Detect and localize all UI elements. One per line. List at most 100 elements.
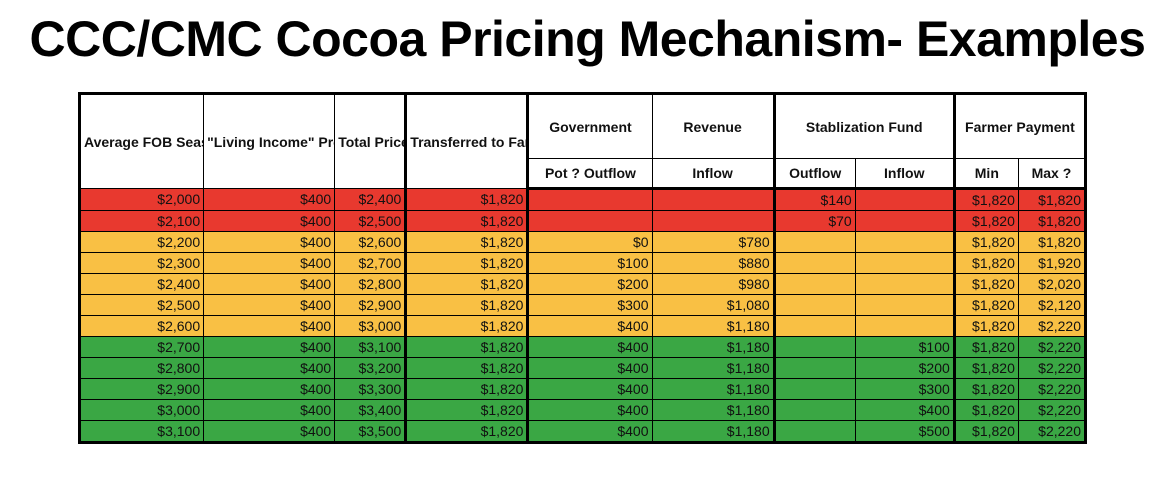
- header-row-top: Average FOB Season Price "Living Income"…: [77, 92, 1088, 189]
- cell-premium: $400: [203, 357, 336, 379]
- cell-stab-inflow: [854, 294, 956, 316]
- cell-stab-outflow: [773, 336, 856, 358]
- cell-stab-outflow: [773, 231, 856, 253]
- table-row: $2,000 $400 $2,400 $1,820 $140 $1,820 $1,820: [77, 188, 1088, 211]
- col-header-revenue: Revenue: [651, 92, 776, 159]
- cell-max: $1,820: [1017, 231, 1088, 253]
- table-row: $2,200 $400 $2,600 $1,820 $0 $780 $1,820 $1,820: [77, 231, 1088, 253]
- cell-avg-fob: $2,900: [77, 378, 205, 400]
- table-row: $2,300 $400 $2,700 $1,820 $100 $880 $1,820 $1,9…: [77, 252, 1088, 274]
- cell-premium: $400: [203, 252, 336, 274]
- cell-min: $1,820: [953, 315, 1019, 337]
- cell-pot-outflow: [527, 188, 653, 211]
- cell-total: $2,500: [334, 210, 407, 232]
- cell-max: $2,220: [1017, 357, 1088, 379]
- cell-rev-inflow: $1,180: [651, 315, 776, 337]
- col-header-min: Min: [953, 158, 1019, 190]
- cell-rev-inflow: $780: [651, 231, 776, 253]
- cell-rev-inflow: [651, 188, 776, 211]
- col-header-government: Government: [527, 92, 653, 159]
- cell-total: $3,200: [334, 357, 407, 379]
- cell-pot-outflow: $200: [527, 273, 653, 295]
- cell-rev-inflow: [651, 210, 776, 232]
- col-header-max: Max ?: [1017, 158, 1088, 190]
- table-row: $3,000 $400 $3,400 $1,820 $400 $1,180 $400 $1,8…: [77, 399, 1088, 421]
- cell-pot-outflow: $400: [527, 357, 653, 379]
- cell-stab-inflow: $100: [854, 336, 956, 358]
- table-row: $2,500 $400 $2,900 $1,820 $300 $1,080 $1,820 $2…: [77, 294, 1088, 316]
- cell-transferred: $1,820: [404, 273, 530, 295]
- cell-max: $1,820: [1017, 210, 1088, 232]
- cell-stab-outflow: [773, 315, 856, 337]
- cell-pot-outflow: $300: [527, 294, 653, 316]
- cell-min: $1,820: [953, 231, 1019, 253]
- cell-total: $3,400: [334, 399, 407, 421]
- cell-premium: $400: [203, 315, 336, 337]
- cell-min: $1,820: [953, 420, 1019, 444]
- table-row: $2,600 $400 $3,000 $1,820 $400 $1,180 $1,820 $2…: [77, 315, 1088, 337]
- cell-avg-fob: $2,600: [77, 315, 205, 337]
- cell-max: $2,020: [1017, 273, 1088, 295]
- cell-stab-outflow: [773, 399, 856, 421]
- cell-transferred: $1,820: [404, 252, 530, 274]
- cell-transferred: $1,820: [404, 188, 530, 211]
- cell-premium: $400: [203, 420, 336, 444]
- cell-min: $1,820: [953, 273, 1019, 295]
- cell-premium: $400: [203, 399, 336, 421]
- cell-avg-fob: $2,300: [77, 252, 205, 274]
- cell-pot-outflow: $400: [527, 315, 653, 337]
- cell-rev-inflow: $980: [651, 273, 776, 295]
- cell-stab-outflow: [773, 420, 856, 444]
- cell-transferred: $1,820: [404, 399, 530, 421]
- cell-total: $3,300: [334, 378, 407, 400]
- cell-avg-fob: $2,000: [77, 188, 205, 211]
- table-row: $2,700 $400 $3,100 $1,820 $400 $1,180 $100 $1,8…: [77, 336, 1088, 358]
- cell-stab-inflow: $400: [854, 399, 956, 421]
- cell-stab-outflow: [773, 378, 856, 400]
- cell-pot-outflow: $400: [527, 336, 653, 358]
- col-header-stabilization: Stablization Fund: [773, 92, 956, 159]
- cell-premium: $400: [203, 188, 336, 211]
- cell-min: $1,820: [953, 188, 1019, 211]
- cell-avg-fob: $3,000: [77, 399, 205, 421]
- table-row: $2,800 $400 $3,200 $1,820 $400 $1,180 $200 $1,8…: [77, 357, 1088, 379]
- col-header-rev-inflow: Inflow: [651, 158, 776, 190]
- table-row: $2,900 $400 $3,300 $1,820 $400 $1,180 $300 $1,8…: [77, 378, 1088, 400]
- cell-stab-outflow: $140: [773, 188, 856, 211]
- cell-pot-outflow: $400: [527, 420, 653, 444]
- cell-min: $1,820: [953, 252, 1019, 274]
- cell-min: $1,820: [953, 357, 1019, 379]
- cell-premium: $400: [203, 210, 336, 232]
- cell-min: $1,820: [953, 378, 1019, 400]
- cell-total: $3,100: [334, 336, 407, 358]
- cell-min: $1,820: [953, 294, 1019, 316]
- cell-max: $2,220: [1017, 336, 1088, 358]
- cell-total: $2,600: [334, 231, 407, 253]
- cell-avg-fob: $2,100: [77, 210, 205, 232]
- cell-max: $2,220: [1017, 420, 1088, 444]
- table-row: $3,100 $400 $3,500 $1,820 $400 $1,180 $500 $1,8…: [77, 420, 1088, 444]
- cell-total: $2,400: [334, 188, 407, 211]
- cell-transferred: $1,820: [404, 294, 530, 316]
- cell-premium: $400: [203, 294, 336, 316]
- cell-stab-inflow: $200: [854, 357, 956, 379]
- cell-max: $1,820: [1017, 188, 1088, 211]
- cell-avg-fob: $2,200: [77, 231, 205, 253]
- col-header-total: Total Price: [334, 92, 407, 189]
- cell-transferred: $1,820: [404, 420, 530, 444]
- cell-max: $2,220: [1017, 399, 1088, 421]
- cell-transferred: $1,820: [404, 378, 530, 400]
- cell-rev-inflow: $1,180: [651, 399, 776, 421]
- cell-max: $1,920: [1017, 252, 1088, 274]
- cell-rev-inflow: $1,180: [651, 357, 776, 379]
- cell-stab-outflow: [773, 273, 856, 295]
- cell-avg-fob: $2,500: [77, 294, 205, 316]
- cell-total: $2,900: [334, 294, 407, 316]
- cell-min: $1,820: [953, 210, 1019, 232]
- cell-avg-fob: $2,400: [77, 273, 205, 295]
- cell-pot-outflow: $100: [527, 252, 653, 274]
- cell-premium: $400: [203, 336, 336, 358]
- cell-rev-inflow: $1,080: [651, 294, 776, 316]
- cell-pot-outflow: $0: [527, 231, 653, 253]
- cell-stab-outflow: [773, 294, 856, 316]
